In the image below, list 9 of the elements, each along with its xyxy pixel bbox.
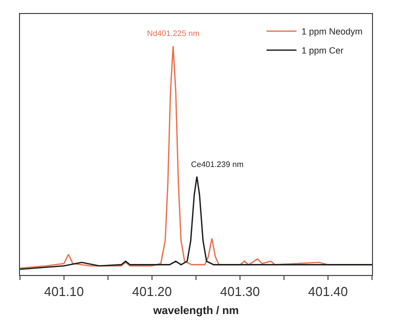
legend-label: 1 ppm Neodym <box>301 26 363 37</box>
x-tick-label: 401.20 <box>132 284 172 299</box>
x-tick-label: 401.10 <box>44 284 84 299</box>
x-tick-label: 401.40 <box>308 284 348 299</box>
x-tick-label: 401.30 <box>220 284 260 299</box>
annotation: Ce401.239 nm <box>191 160 244 169</box>
legend-label: 1 ppm Cer <box>301 46 344 56</box>
x-axis-title: wavelength / nm <box>152 304 239 317</box>
annotation: Nd401.225 nm <box>147 29 200 38</box>
